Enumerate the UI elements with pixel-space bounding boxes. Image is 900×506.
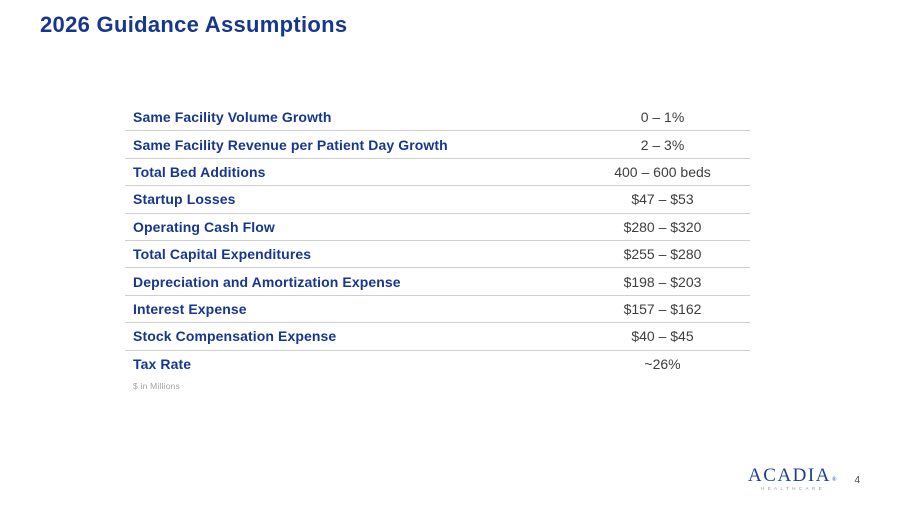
- footnote: $ in Millions: [133, 381, 181, 391]
- acadia-logo: ACADIA® HEALTHCARE: [748, 466, 838, 492]
- table-row: Total Capital Expenditures $255 – $280: [125, 241, 750, 269]
- row-label: Same Facility Volume Growth: [133, 109, 332, 126]
- logo-wordmark: ACADIA®: [748, 466, 838, 485]
- table-row: Depreciation and Amortization Expense $19…: [125, 268, 750, 296]
- row-label: Startup Losses: [133, 191, 236, 208]
- row-value: $255 – $280: [623, 246, 702, 263]
- table-row: Total Bed Additions 400 – 600 beds: [125, 159, 750, 187]
- row-label: Tax Rate: [133, 355, 192, 372]
- row-value: $198 – $203: [623, 273, 702, 290]
- registered-trademark-icon: ®: [831, 477, 838, 483]
- table-row: Same Facility Volume Growth 0 – 1%: [125, 104, 750, 132]
- table-row: Tax Rate ~26%: [125, 351, 750, 377]
- row-value: 400 – 600 beds: [614, 163, 711, 180]
- table-row: Same Facility Revenue per Patient Day Gr…: [125, 131, 750, 159]
- row-label: Depreciation and Amortization Expense: [133, 273, 401, 290]
- row-label: Stock Compensation Expense: [133, 328, 337, 345]
- table-row: Stock Compensation Expense $40 – $45: [125, 323, 750, 351]
- table-row: Operating Cash Flow $280 – $320: [125, 214, 750, 241]
- row-value: 0 – 1%: [640, 109, 685, 126]
- row-value: ~26%: [644, 355, 681, 372]
- logo-name: ACADIA: [748, 465, 831, 486]
- page-title: 2026 Guidance Assumptions: [40, 12, 348, 37]
- guidance-table: Same Facility Volume Growth 0 – 1% Same Fa…: [125, 104, 750, 377]
- table-row: Startup Losses $47 – $53: [125, 186, 750, 214]
- table-row: Interest Expense $157 – $162: [125, 296, 750, 324]
- page-number: 4: [854, 475, 860, 486]
- row-value: $280 – $320: [623, 218, 702, 235]
- row-value: $40 – $45: [631, 328, 694, 345]
- row-label: Total Capital Expenditures: [133, 246, 312, 263]
- logo-subtext: HEALTHCARE: [761, 486, 825, 491]
- row-label: Operating Cash Flow: [133, 218, 275, 235]
- row-label: Same Facility Revenue per Patient Day Gr…: [133, 136, 448, 153]
- row-value: 2 – 3%: [640, 136, 685, 153]
- row-value: $47 – $53: [631, 191, 694, 208]
- row-value: $157 – $162: [623, 300, 702, 317]
- row-label: Interest Expense: [133, 300, 247, 317]
- row-label: Total Bed Additions: [133, 163, 266, 180]
